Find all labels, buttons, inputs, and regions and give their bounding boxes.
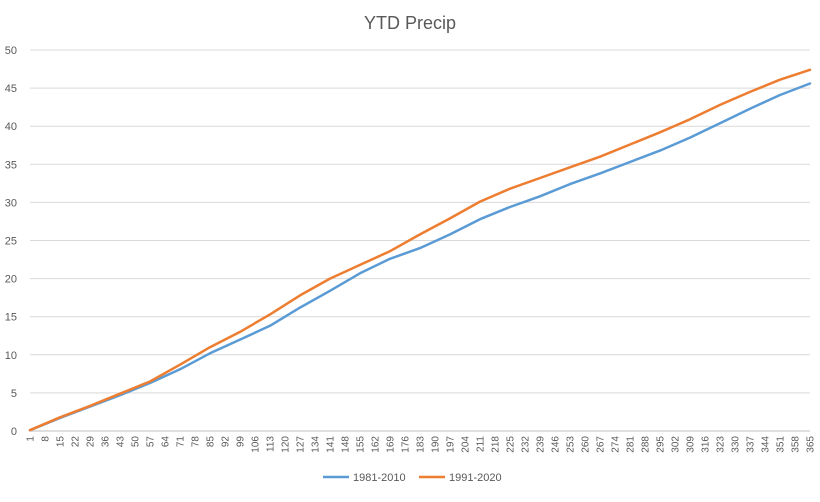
gridlines	[30, 49, 810, 432]
x-tick-label: 197	[446, 436, 457, 453]
x-tick-label: 85	[206, 436, 217, 448]
x-tick-label: 57	[146, 436, 157, 448]
x-tick-label: 29	[86, 436, 97, 448]
y-tick-label: 40	[5, 121, 17, 133]
x-tick-label: 22	[71, 436, 82, 448]
series-lines	[28, 68, 812, 432]
x-tick-label: 274	[611, 436, 622, 453]
x-tick-label: 15	[56, 436, 67, 448]
x-tick-label: 162	[371, 436, 382, 453]
x-tick-label: 225	[506, 436, 517, 453]
chart-title: YTD Precip	[364, 13, 456, 33]
x-tick-label: 148	[341, 436, 352, 453]
x-tick-label: 253	[566, 436, 577, 453]
x-tick-label: 344	[761, 436, 772, 453]
x-tick-label: 295	[656, 436, 667, 453]
x-tick-label: 78	[191, 436, 202, 448]
x-tick-label: 330	[731, 436, 742, 453]
x-tick-label: 134	[311, 436, 322, 453]
y-tick-label: 10	[5, 350, 17, 362]
x-tick-label: 246	[551, 436, 562, 453]
y-tick-label: 25	[5, 236, 17, 248]
legend-label: 1981-2010	[353, 472, 406, 484]
legend-label: 1991-2020	[449, 472, 502, 484]
y-tick-label: 5	[11, 388, 17, 400]
x-tick-label: 323	[716, 436, 727, 453]
y-tick-label: 35	[5, 159, 17, 171]
x-tick-label: 204	[461, 436, 472, 453]
x-tick-label: 211	[476, 436, 487, 452]
x-tick-label: 8	[41, 436, 52, 442]
x-tick-label: 351	[776, 436, 787, 453]
y-axis-ticks: 0 5 10 15 20 25 30 35 40 45 50	[5, 45, 17, 438]
x-tick-label: 99	[236, 436, 247, 448]
y-tick-label: 50	[5, 45, 17, 57]
x-tick-label: 36	[101, 436, 112, 448]
x-tick-label: 141	[326, 436, 337, 453]
x-tick-label: 337	[746, 436, 757, 453]
x-tick-label: 288	[641, 436, 652, 453]
x-tick-label: 92	[221, 436, 232, 448]
x-tick-label: 127	[296, 436, 307, 453]
y-tick-label: 15	[5, 312, 17, 324]
series-line-1981-2010	[28, 82, 812, 432]
x-tick-label: 169	[386, 436, 397, 453]
x-tick-label: 190	[431, 436, 442, 453]
x-tick-label: 176	[401, 436, 412, 453]
x-tick-label: 302	[671, 436, 682, 453]
x-tick-label: 309	[686, 436, 697, 453]
x-tick-label: 71	[176, 436, 187, 448]
legend: 1981-2010 1991-2020	[323, 472, 502, 484]
x-tick-label: 50	[131, 436, 142, 448]
x-tick-label: 183	[416, 436, 427, 453]
series-line-1991-2020	[28, 68, 812, 432]
x-tick-label: 239	[536, 436, 547, 453]
x-tick-label: 120	[281, 436, 292, 453]
x-tick-label: 106	[251, 436, 262, 453]
x-tick-label: 1	[26, 436, 37, 442]
x-tick-label: 267	[596, 436, 607, 453]
x-tick-label: 232	[521, 436, 532, 453]
x-tick-label: 113	[266, 436, 277, 452]
y-tick-label: 45	[5, 83, 17, 95]
x-tick-label: 260	[581, 436, 592, 453]
y-tick-label: 20	[5, 274, 17, 286]
x-tick-label: 358	[791, 436, 802, 453]
x-tick-label: 365	[806, 436, 817, 453]
x-tick-label: 155	[356, 436, 367, 453]
x-tick-label: 64	[161, 436, 172, 448]
x-tick-label: 43	[116, 436, 127, 448]
x-tick-label: 218	[491, 436, 502, 453]
y-tick-label: 30	[5, 197, 17, 209]
y-tick-label: 0	[11, 426, 17, 438]
x-axis-ticks: 1 8 15 22 29 36 43 50 57 64 71 78 85 92 99 106 113 120 127…	[26, 436, 817, 453]
x-tick-label: 281	[626, 436, 637, 453]
x-tick-label: 316	[701, 436, 712, 453]
